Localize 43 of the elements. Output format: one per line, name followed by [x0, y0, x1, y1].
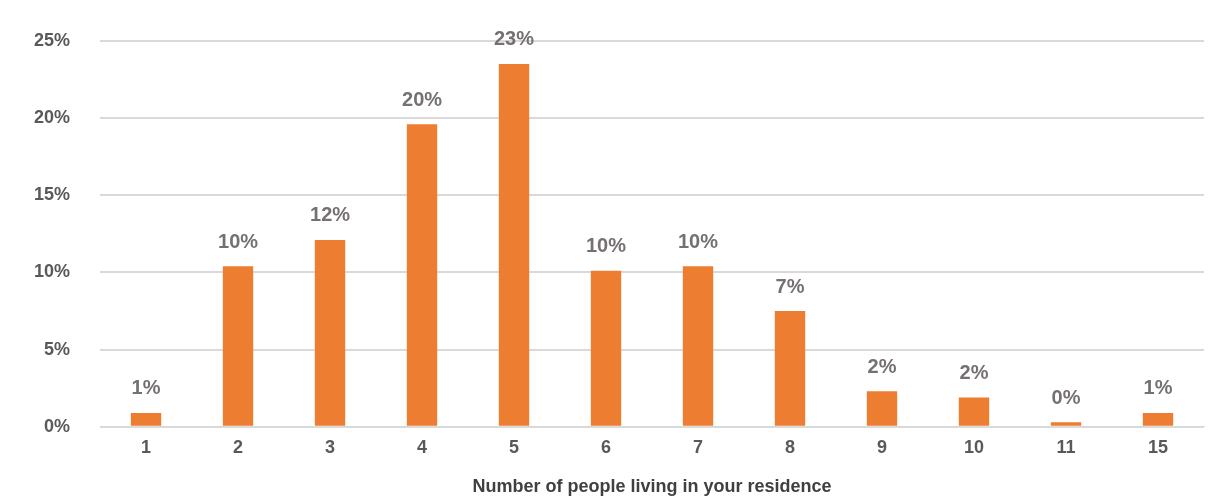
- y-tick-label: 0%: [44, 415, 71, 436]
- bar: [866, 391, 898, 426]
- y-tick-label: 20%: [34, 106, 71, 127]
- data-label: 23%: [494, 27, 535, 50]
- y-tick-label: 10%: [34, 261, 71, 282]
- x-tick-label: 11: [1056, 436, 1076, 457]
- data-label: 1%: [1143, 376, 1173, 399]
- y-tick-label: 15%: [34, 184, 71, 205]
- y-tick-label: 5%: [44, 338, 71, 359]
- x-tick-label: 9: [877, 436, 888, 457]
- data-label: 10%: [218, 229, 259, 252]
- y-tick-label: 25%: [34, 29, 71, 50]
- data-label: 12%: [310, 203, 351, 226]
- x-tick-label: 1: [141, 436, 152, 457]
- x-tick-label: 10: [963, 436, 985, 457]
- bar: [130, 412, 162, 426]
- bar: [498, 63, 530, 426]
- data-label: 7%: [775, 274, 805, 297]
- x-tick-label: 15: [1147, 436, 1169, 457]
- bar: [1142, 412, 1174, 426]
- bar: [222, 266, 254, 426]
- x-tick-label: 4: [417, 436, 428, 457]
- x-tick-label: 8: [785, 436, 796, 457]
- bar: [774, 311, 806, 426]
- bar: [1050, 422, 1082, 426]
- data-label: 10%: [586, 234, 627, 257]
- bar: [590, 270, 622, 426]
- x-tick-label: 6: [601, 436, 612, 457]
- data-label: 10%: [678, 229, 719, 252]
- x-tick-label: 3: [325, 436, 336, 457]
- x-axis-title: Number of people living in your residence: [472, 476, 832, 497]
- x-tick-label: 2: [233, 436, 244, 457]
- bar: [314, 239, 346, 426]
- data-label: 20%: [402, 87, 443, 110]
- data-label: 2%: [959, 360, 989, 383]
- data-label: 1%: [131, 376, 161, 399]
- bar: [406, 124, 438, 426]
- data-label: 2%: [867, 354, 897, 377]
- data-label: 0%: [1051, 385, 1081, 408]
- bar: [958, 397, 990, 426]
- x-tick-label: 7: [693, 436, 704, 457]
- bar: [682, 266, 714, 426]
- x-tick-label: 5: [509, 436, 520, 457]
